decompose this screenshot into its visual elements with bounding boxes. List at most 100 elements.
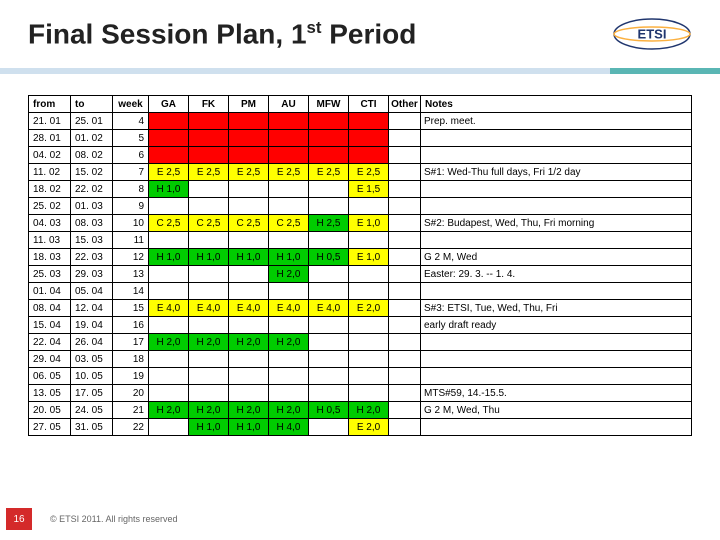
cell-notes: S#1: Wed-Thu full days, Fri 1/2 day [421, 164, 692, 181]
cell-alloc: E 2,5 [269, 164, 309, 181]
table-row: 25. 0201. 039 [29, 198, 692, 215]
cell-alloc [189, 130, 229, 147]
cell-alloc [349, 385, 389, 402]
cell-alloc [349, 198, 389, 215]
cell-alloc [229, 181, 269, 198]
cell-alloc [229, 283, 269, 300]
cell-alloc [389, 113, 421, 130]
cell-alloc [149, 198, 189, 215]
cell-from: 28. 01 [29, 130, 71, 147]
cell-from: 22. 04 [29, 334, 71, 351]
cell-to: 24. 05 [71, 402, 113, 419]
cell-to: 08. 02 [71, 147, 113, 164]
cell-alloc: H 1,0 [189, 419, 229, 436]
cell-from: 18. 03 [29, 249, 71, 266]
cell-alloc: H 0,5 [309, 249, 349, 266]
cell-alloc [189, 266, 229, 283]
cell-notes [421, 351, 692, 368]
cell-notes [421, 147, 692, 164]
col-fk: FK [189, 96, 229, 113]
cell-to: 01. 02 [71, 130, 113, 147]
title-sup: st [307, 18, 322, 37]
cell-alloc [189, 113, 229, 130]
cell-to: 22. 03 [71, 249, 113, 266]
cell-from: 21. 01 [29, 113, 71, 130]
cell-alloc: H 2,0 [149, 334, 189, 351]
copyright-text: © ETSI 2011. All rights reserved [50, 514, 178, 524]
cell-week: 17 [113, 334, 149, 351]
col-cti: CTI [349, 96, 389, 113]
cell-alloc [229, 232, 269, 249]
cell-from: 18. 02 [29, 181, 71, 198]
cell-alloc [269, 283, 309, 300]
cell-alloc [389, 249, 421, 266]
cell-notes: Easter: 29. 3. -- 1. 4. [421, 266, 692, 283]
table-row: 04. 0308. 0310C 2,5C 2,5C 2,5C 2,5H 2,5E… [29, 215, 692, 232]
cell-alloc [309, 334, 349, 351]
cell-alloc [149, 147, 189, 164]
table-row: 15. 0419. 0416early draft ready [29, 317, 692, 334]
cell-notes [421, 283, 692, 300]
cell-alloc [269, 198, 309, 215]
cell-alloc: H 1,0 [149, 181, 189, 198]
table-row: 27. 0531. 0522H 1,0H 1,0H 4,0E 2,0 [29, 419, 692, 436]
cell-alloc [269, 317, 309, 334]
table-row: 22. 0426. 0417H 2,0H 2,0H 2,0H 2,0 [29, 334, 692, 351]
cell-alloc: E 2,0 [349, 419, 389, 436]
table-row: 28. 0101. 025 [29, 130, 692, 147]
col-ga: GA [149, 96, 189, 113]
cell-alloc: H 4,0 [269, 419, 309, 436]
cell-alloc [309, 147, 349, 164]
cell-week: 9 [113, 198, 149, 215]
cell-alloc: H 1,0 [269, 249, 309, 266]
logo-text: ETSI [638, 27, 667, 42]
cell-alloc: E 2,5 [349, 164, 389, 181]
cell-alloc [309, 351, 349, 368]
cell-alloc: E 2,0 [349, 300, 389, 317]
cell-alloc: H 1,0 [189, 249, 229, 266]
cell-alloc: H 2,0 [229, 402, 269, 419]
cell-to: 25. 01 [71, 113, 113, 130]
underline-left [0, 68, 610, 74]
table-row: 29. 0403. 0518 [29, 351, 692, 368]
cell-alloc [389, 368, 421, 385]
cell-from: 08. 04 [29, 300, 71, 317]
cell-alloc [229, 130, 269, 147]
cell-to: 17. 05 [71, 385, 113, 402]
table-row: 18. 0222. 028H 1,0E 1,5 [29, 181, 692, 198]
cell-alloc [189, 181, 229, 198]
cell-alloc: H 2,0 [229, 334, 269, 351]
cell-alloc [309, 266, 349, 283]
cell-notes [421, 334, 692, 351]
cell-alloc [389, 215, 421, 232]
cell-alloc: E 4,0 [189, 300, 229, 317]
cell-alloc [269, 181, 309, 198]
cell-alloc: E 4,0 [229, 300, 269, 317]
col-notes: Notes [421, 96, 692, 113]
cell-alloc [149, 385, 189, 402]
cell-week: 21 [113, 402, 149, 419]
cell-alloc [309, 113, 349, 130]
cell-week: 20 [113, 385, 149, 402]
col-to: to [71, 96, 113, 113]
cell-alloc [349, 334, 389, 351]
cell-alloc: C 2,5 [229, 215, 269, 232]
cell-alloc [189, 147, 229, 164]
cell-alloc [309, 419, 349, 436]
table-row: 06. 0510. 0519 [29, 368, 692, 385]
cell-alloc [389, 300, 421, 317]
cell-to: 01. 03 [71, 198, 113, 215]
cell-alloc [389, 419, 421, 436]
cell-week: 14 [113, 283, 149, 300]
table-row: 04. 0208. 026 [29, 147, 692, 164]
cell-from: 15. 04 [29, 317, 71, 334]
cell-to: 05. 04 [71, 283, 113, 300]
cell-alloc: H 2,0 [189, 334, 229, 351]
cell-alloc [309, 198, 349, 215]
table-row: 13. 0517. 0520MTS#59, 14.-15.5. [29, 385, 692, 402]
slide-title: Final Session Plan, 1st Period [28, 18, 416, 50]
cell-alloc [149, 419, 189, 436]
cell-week: 22 [113, 419, 149, 436]
cell-alloc [309, 368, 349, 385]
cell-to: 10. 05 [71, 368, 113, 385]
